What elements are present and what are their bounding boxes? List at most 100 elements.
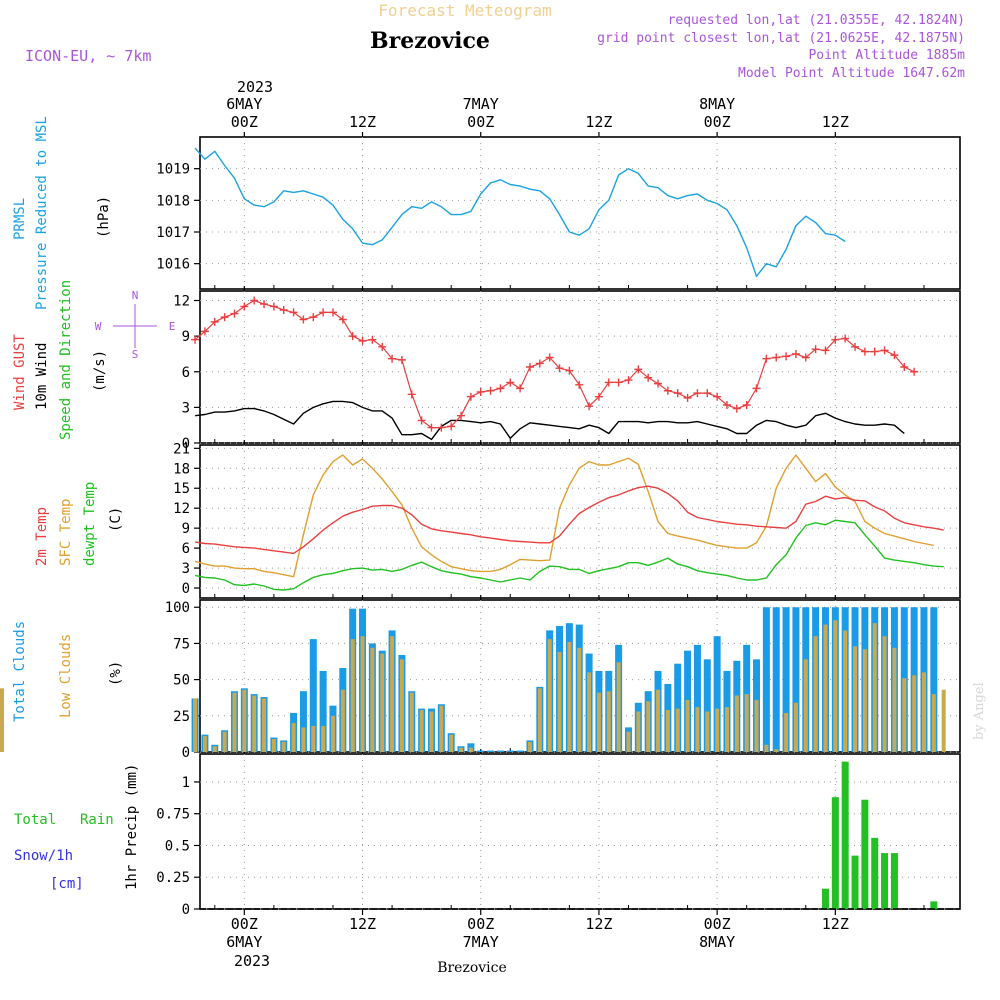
gust-marker bbox=[713, 392, 722, 401]
ytick-label-4-3: 0.75 bbox=[156, 807, 190, 823]
ytick-label-1-0: 0 bbox=[182, 436, 190, 452]
label-pressure-msl: Pressure Reduced to MSL bbox=[34, 116, 50, 310]
low-cloud-bar bbox=[921, 672, 926, 752]
label-total: Total bbox=[14, 812, 56, 828]
bottom-date-label-2: 7MAY bbox=[463, 933, 499, 951]
low-cloud-bar bbox=[596, 692, 601, 752]
gust-marker bbox=[624, 376, 633, 385]
low-cloud-bar bbox=[764, 744, 769, 752]
low-cloud-bar bbox=[754, 699, 759, 752]
bottom-time-label-4: 00Z bbox=[704, 915, 731, 933]
rain-bar bbox=[930, 901, 938, 909]
gust-marker bbox=[506, 378, 515, 387]
low-cloud-bar bbox=[665, 710, 670, 752]
gust-marker bbox=[407, 390, 416, 399]
gust-marker bbox=[811, 345, 820, 354]
ytick-label-3-4: 100 bbox=[165, 600, 190, 616]
low-cloud-bar bbox=[941, 689, 946, 752]
bottom-time-label-1: 12Z bbox=[349, 915, 376, 933]
low-cloud-bar bbox=[321, 725, 326, 752]
label-2m-temp: 2m Temp bbox=[34, 507, 50, 566]
ytick-label-2-4: 12 bbox=[173, 501, 190, 517]
low-cloud-bar bbox=[606, 691, 611, 752]
top-time-label-1: 12Z bbox=[349, 113, 376, 131]
low-cloud-bar bbox=[705, 711, 710, 752]
gust-marker bbox=[328, 308, 337, 317]
low-cloud-bar bbox=[626, 731, 631, 752]
gust-marker bbox=[289, 308, 298, 317]
label-low-clouds: Low Clouds bbox=[58, 634, 74, 718]
low-cloud-bar bbox=[724, 707, 729, 752]
total-cloud-bar bbox=[930, 607, 938, 752]
low-cloud-bar bbox=[527, 741, 532, 752]
gust-marker bbox=[516, 384, 525, 393]
gust-marker bbox=[535, 359, 544, 368]
label-dewpt-temp: dewpt Temp bbox=[82, 482, 98, 566]
gust-marker bbox=[821, 346, 830, 355]
label-hpa: (hPa) bbox=[96, 196, 112, 238]
low-cloud-bar bbox=[311, 725, 316, 752]
location-title: Brezovice bbox=[370, 28, 490, 54]
low-cloud-bar bbox=[449, 734, 454, 752]
top-date-label-4: 8MAY bbox=[699, 95, 735, 113]
ytick-label-4-2: 0.5 bbox=[165, 838, 190, 854]
total-cloud-bar bbox=[506, 750, 514, 752]
gust-marker bbox=[230, 309, 239, 318]
bottom-date-label-4: 8MAY bbox=[699, 933, 735, 951]
gust-marker bbox=[654, 379, 663, 388]
gust-marker bbox=[220, 313, 229, 322]
total-cloud-bar bbox=[477, 750, 485, 752]
top-time-label-4: 00Z bbox=[704, 113, 731, 131]
compass-s: S bbox=[132, 348, 139, 361]
low-cloud-bar bbox=[340, 689, 345, 752]
low-cloud-bar bbox=[685, 699, 690, 752]
gust-marker bbox=[358, 336, 367, 345]
low-cloud-bar bbox=[429, 711, 434, 752]
low-cloud-bar bbox=[390, 636, 395, 752]
wind-speed-line bbox=[195, 400, 905, 441]
ytick-label-0-3: 1019 bbox=[156, 162, 190, 178]
compass-rose: N S W E bbox=[95, 289, 176, 361]
gust-marker bbox=[447, 422, 456, 431]
ytick-label-0-0: 1016 bbox=[156, 257, 190, 273]
gust-marker bbox=[752, 384, 761, 393]
low-cloud-bar bbox=[744, 694, 749, 752]
label-celsius: (C) bbox=[108, 507, 124, 532]
low-cloud-bar bbox=[833, 620, 838, 752]
low-cloud-bar bbox=[291, 723, 296, 752]
label-percent: (%) bbox=[108, 661, 124, 686]
label-cm: [cm] bbox=[50, 876, 84, 892]
pressure-line bbox=[194, 147, 846, 277]
low-cloud-bar bbox=[202, 736, 207, 752]
gust-marker bbox=[663, 386, 672, 395]
gust-marker bbox=[841, 334, 850, 343]
gust-marker bbox=[269, 302, 278, 311]
total-cloud-bar bbox=[487, 750, 495, 752]
low-cloud-bar bbox=[636, 711, 641, 752]
gust-marker bbox=[486, 386, 495, 395]
gust-marker bbox=[782, 352, 791, 361]
low-cloud-bar bbox=[734, 695, 739, 752]
gust-marker bbox=[762, 354, 771, 363]
gust-marker bbox=[191, 335, 200, 344]
total-cloud-bar bbox=[467, 743, 475, 752]
total-cloud-bar bbox=[782, 607, 790, 752]
ytick-label-2-3: 9 bbox=[182, 521, 190, 537]
gust-marker bbox=[388, 354, 397, 363]
ytick-label-1-4: 12 bbox=[173, 294, 190, 310]
gust-marker bbox=[831, 335, 840, 344]
gust-marker bbox=[457, 411, 466, 420]
label-precip: 1hr Precip (mm) bbox=[124, 764, 140, 890]
low-cloud-bar bbox=[459, 747, 464, 752]
ytick-label-2-0: 0 bbox=[182, 581, 190, 597]
total-cloud-bar bbox=[516, 750, 524, 752]
total-cloud-bar bbox=[703, 659, 711, 752]
low-cloud-bar bbox=[547, 639, 552, 752]
ytick-label-1-2: 6 bbox=[182, 365, 190, 381]
top-date-label-0: 6MAY bbox=[226, 95, 262, 113]
gust-marker bbox=[634, 365, 643, 374]
low-cloud-bar bbox=[784, 712, 789, 752]
low-cloud-bar bbox=[823, 624, 828, 752]
label-rain: Rain bbox=[80, 812, 114, 828]
